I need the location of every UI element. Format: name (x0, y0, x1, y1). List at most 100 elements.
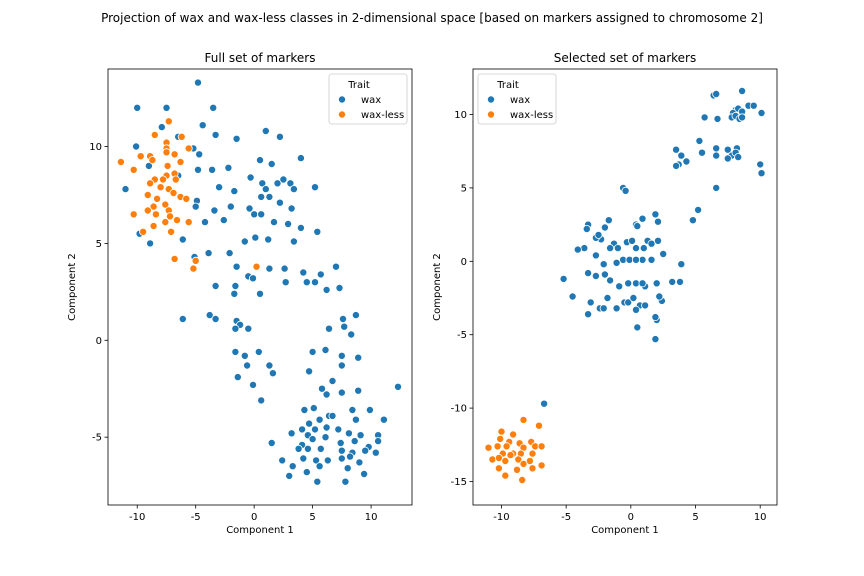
data-point-wax-less (519, 459, 528, 468)
data-point-wax-less (164, 117, 173, 126)
data-point-wax (361, 446, 370, 455)
data-point-wax (341, 477, 350, 486)
data-point-wax-less (136, 152, 145, 161)
data-point-wax (599, 260, 608, 269)
data-point-wax (603, 293, 612, 302)
y-tick-label: 5 (96, 239, 102, 250)
data-point-wax (331, 262, 340, 271)
data-point-wax-less (502, 442, 511, 451)
data-point-wax (632, 255, 641, 264)
legend-label-wax-less: wax-less (510, 110, 553, 121)
data-point-wax (355, 458, 364, 467)
x-tick-label: 10 (754, 512, 767, 523)
data-point-wax (336, 438, 345, 447)
data-point-wax (393, 382, 402, 391)
data-point-wax-less (156, 183, 165, 192)
data-point-wax (348, 405, 357, 414)
data-point-wax (351, 415, 360, 424)
data-point-wax (198, 121, 207, 130)
data-point-wax (600, 223, 609, 232)
data-point-wax-less (189, 264, 198, 273)
legend: Trait wax wax-less (328, 73, 408, 125)
data-point-wax (302, 468, 311, 477)
y-axis-label: Component 2 (432, 253, 443, 321)
data-point-wax (700, 113, 709, 122)
data-point-wax-less (484, 443, 493, 452)
data-point-wax (316, 270, 325, 279)
data-point-wax (586, 298, 595, 307)
series-wax (121, 78, 402, 486)
data-point-wax (246, 173, 255, 182)
data-point-wax (211, 314, 220, 323)
data-point-wax (225, 249, 234, 258)
data-point-wax-less (513, 465, 522, 474)
data-point-wax (255, 156, 264, 165)
data-point-wax (243, 361, 252, 370)
data-point-wax (633, 323, 642, 332)
scatter-plot-full-markers: Full set of markers -10 -5 0 5 10 -5 0 5 10 Compon… (67, 51, 413, 536)
data-point-wax-less (151, 210, 160, 219)
data-point-wax (335, 283, 344, 292)
data-point-wax (591, 251, 600, 260)
data-point-wax (321, 345, 330, 354)
data-point-wax-less (148, 156, 157, 165)
data-point-wax-less (149, 221, 158, 230)
data-point-wax (606, 276, 615, 285)
data-point-wax (258, 179, 267, 188)
data-point-wax-less (161, 218, 170, 227)
data-point-wax-less (170, 150, 179, 159)
data-point-wax (300, 405, 309, 414)
data-point-wax (224, 163, 233, 172)
data-point-wax (281, 278, 290, 287)
data-point-wax (559, 274, 568, 283)
data-point-wax-less (496, 434, 505, 443)
data-point-wax (193, 165, 202, 174)
legend-label-wax: wax (361, 95, 381, 106)
data-point-wax (205, 311, 214, 320)
data-point-wax (628, 236, 637, 245)
data-point-wax (211, 130, 220, 139)
data-point-wax (254, 347, 263, 356)
data-point-wax (612, 258, 621, 267)
x-axis-label: Component 1 (591, 525, 659, 536)
data-point-wax (294, 444, 303, 453)
data-point-wax (734, 153, 743, 162)
data-point-wax (248, 380, 257, 389)
y-tick-label: -5 (457, 330, 467, 341)
data-point-wax (672, 145, 681, 154)
data-point-wax (337, 351, 346, 360)
legend-label-wax-less: wax-less (361, 110, 404, 121)
data-point-wax (162, 103, 171, 112)
x-axis-label: Component 1 (226, 525, 294, 536)
data-point-wax-less (497, 427, 506, 436)
data-point-wax-less (129, 165, 138, 174)
data-point-wax (178, 314, 187, 323)
data-point-wax (288, 462, 297, 471)
data-point-wax (279, 175, 288, 184)
data-point-wax (749, 101, 758, 110)
legend-title: Trait (496, 80, 519, 91)
data-point-wax-less (494, 453, 503, 462)
data-point-wax (712, 151, 721, 160)
data-point-wax (230, 187, 239, 196)
data-point-wax (265, 264, 274, 273)
data-point-wax-less (143, 190, 152, 199)
data-point-wax (269, 218, 278, 227)
data-point-wax (267, 159, 276, 168)
data-point-wax-less (509, 430, 518, 439)
data-point-wax (723, 145, 732, 154)
data-point-wax (337, 361, 346, 370)
data-point-wax-less (150, 130, 159, 139)
data-point-wax (712, 144, 721, 153)
y-tick-label: 5 (461, 183, 467, 194)
data-point-wax (193, 78, 202, 87)
data-point-wax-less (146, 179, 155, 188)
x-tick-label: -5 (561, 512, 571, 523)
data-point-wax (347, 330, 356, 339)
y-tick-label: -5 (92, 433, 102, 444)
data-point-wax-less (184, 218, 193, 227)
x-tick-label: -5 (191, 512, 201, 523)
data-point-wax (313, 227, 322, 236)
data-point-wax (315, 415, 324, 424)
